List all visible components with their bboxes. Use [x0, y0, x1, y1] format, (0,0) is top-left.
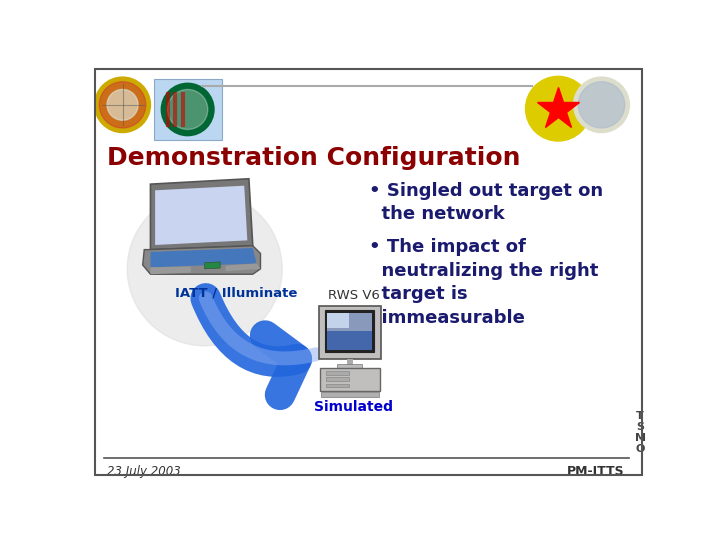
- Circle shape: [578, 82, 625, 128]
- Circle shape: [99, 82, 145, 128]
- FancyBboxPatch shape: [320, 306, 381, 359]
- Text: O: O: [636, 444, 645, 454]
- FancyBboxPatch shape: [325, 310, 374, 352]
- Circle shape: [168, 90, 208, 130]
- FancyBboxPatch shape: [337, 364, 362, 369]
- Circle shape: [526, 76, 590, 141]
- Text: S: S: [636, 422, 644, 432]
- Text: IATT / Illuminate: IATT / Illuminate: [175, 287, 297, 300]
- Circle shape: [161, 83, 214, 136]
- FancyBboxPatch shape: [325, 372, 349, 375]
- FancyBboxPatch shape: [320, 368, 380, 392]
- Polygon shape: [321, 392, 379, 397]
- Polygon shape: [143, 246, 261, 274]
- Polygon shape: [150, 267, 191, 274]
- Text: Simulated: Simulated: [314, 400, 393, 414]
- Ellipse shape: [127, 192, 282, 346]
- Text: RWS V6: RWS V6: [328, 289, 379, 302]
- FancyBboxPatch shape: [325, 383, 349, 387]
- FancyBboxPatch shape: [327, 331, 372, 350]
- Polygon shape: [204, 262, 220, 269]
- Circle shape: [107, 90, 138, 120]
- FancyBboxPatch shape: [153, 79, 222, 140]
- Text: 23 July 2003: 23 July 2003: [107, 465, 181, 478]
- Text: M: M: [635, 433, 646, 443]
- Text: T: T: [636, 411, 644, 421]
- FancyBboxPatch shape: [325, 377, 349, 381]
- Circle shape: [94, 77, 150, 132]
- Polygon shape: [150, 179, 253, 249]
- Text: • Singled out target on
  the network: • Singled out target on the network: [369, 182, 603, 224]
- Polygon shape: [150, 248, 256, 267]
- FancyBboxPatch shape: [327, 313, 372, 331]
- Text: PM-ITTS: PM-ITTS: [567, 465, 625, 478]
- FancyBboxPatch shape: [327, 313, 349, 328]
- Text: Demonstration Configuration: Demonstration Configuration: [107, 146, 521, 170]
- Polygon shape: [225, 264, 261, 271]
- Circle shape: [574, 77, 629, 132]
- FancyBboxPatch shape: [346, 359, 353, 365]
- Polygon shape: [155, 186, 248, 245]
- FancyArrowPatch shape: [206, 299, 297, 395]
- Text: • The impact of
  neutralizing the right
  target is
  immeasurable: • The impact of neutralizing the right t…: [369, 238, 598, 327]
- FancyArrowPatch shape: [206, 299, 316, 359]
